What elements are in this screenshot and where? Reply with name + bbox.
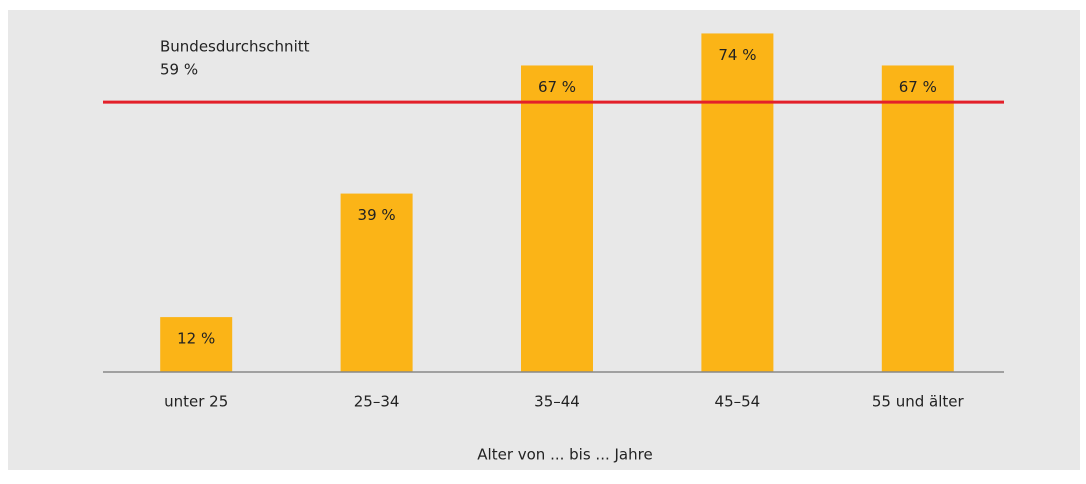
bar: [160, 317, 233, 372]
x-tick-label: 25–34: [354, 393, 400, 411]
value-label: 67 %: [538, 78, 576, 96]
bar: [340, 193, 413, 372]
x-tick-label: 35–44: [534, 393, 580, 411]
bar: [521, 65, 593, 372]
x-tick-label: unter 25: [164, 393, 228, 411]
reference-label: Bundesdurchschnitt: [160, 38, 310, 56]
value-label: 12 %: [177, 330, 215, 348]
value-label: 39 %: [358, 206, 396, 224]
value-label: 74 %: [718, 46, 756, 64]
reference-value-label: 59 %: [160, 61, 198, 79]
bar: [881, 65, 954, 372]
value-label: 67 %: [899, 78, 937, 96]
x-tick-label: 45–54: [715, 393, 761, 411]
x-tick-label: 55 und älter: [872, 393, 965, 411]
bar: [701, 33, 774, 372]
x-axis-label: Alter von ... bis ... Jahre: [477, 446, 652, 464]
